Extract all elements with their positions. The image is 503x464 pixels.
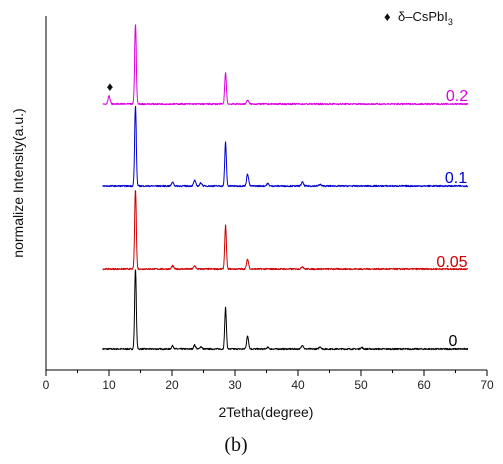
series-line-0 xyxy=(102,269,469,351)
series-labels: 0 0.05 0.1 0.2 xyxy=(436,88,468,350)
x-tick-label: 60 xyxy=(417,378,431,392)
series-label-0-1: 0.1 xyxy=(445,170,467,187)
x-tick-label: 70 xyxy=(480,378,494,392)
x-tick-label: 40 xyxy=(291,378,305,392)
x-tick-label: 30 xyxy=(228,378,242,392)
legend-label: δ–CsPbI3 xyxy=(398,9,453,27)
series-line-0-2 xyxy=(102,24,469,106)
x-tick-label: 10 xyxy=(102,378,116,392)
legend-marker: ♦ xyxy=(384,9,391,24)
delta-phase-marker: ♦ xyxy=(107,79,114,94)
x-axis: 0 10 20 30 40 50 60 70 xyxy=(43,369,494,392)
x-tick-label: 0 xyxy=(43,378,50,392)
figure-caption: (b) xyxy=(224,434,247,456)
series-line-0-05 xyxy=(102,190,469,271)
x-axis-title: 2Tetha(degree) xyxy=(219,404,314,420)
series-line-0-1 xyxy=(102,105,469,188)
x-tick-label: 50 xyxy=(354,378,368,392)
legend: ♦ δ–CsPbI3 xyxy=(384,9,453,27)
series-group: ♦ xyxy=(102,24,469,351)
y-axis-title: normalize Intensity(a.u.) xyxy=(10,108,26,257)
x-tick-label: 20 xyxy=(165,378,179,392)
series-label-0-2: 0.2 xyxy=(446,88,468,105)
series-label-0-05: 0.05 xyxy=(436,254,467,271)
series-label-0: 0 xyxy=(449,333,458,350)
